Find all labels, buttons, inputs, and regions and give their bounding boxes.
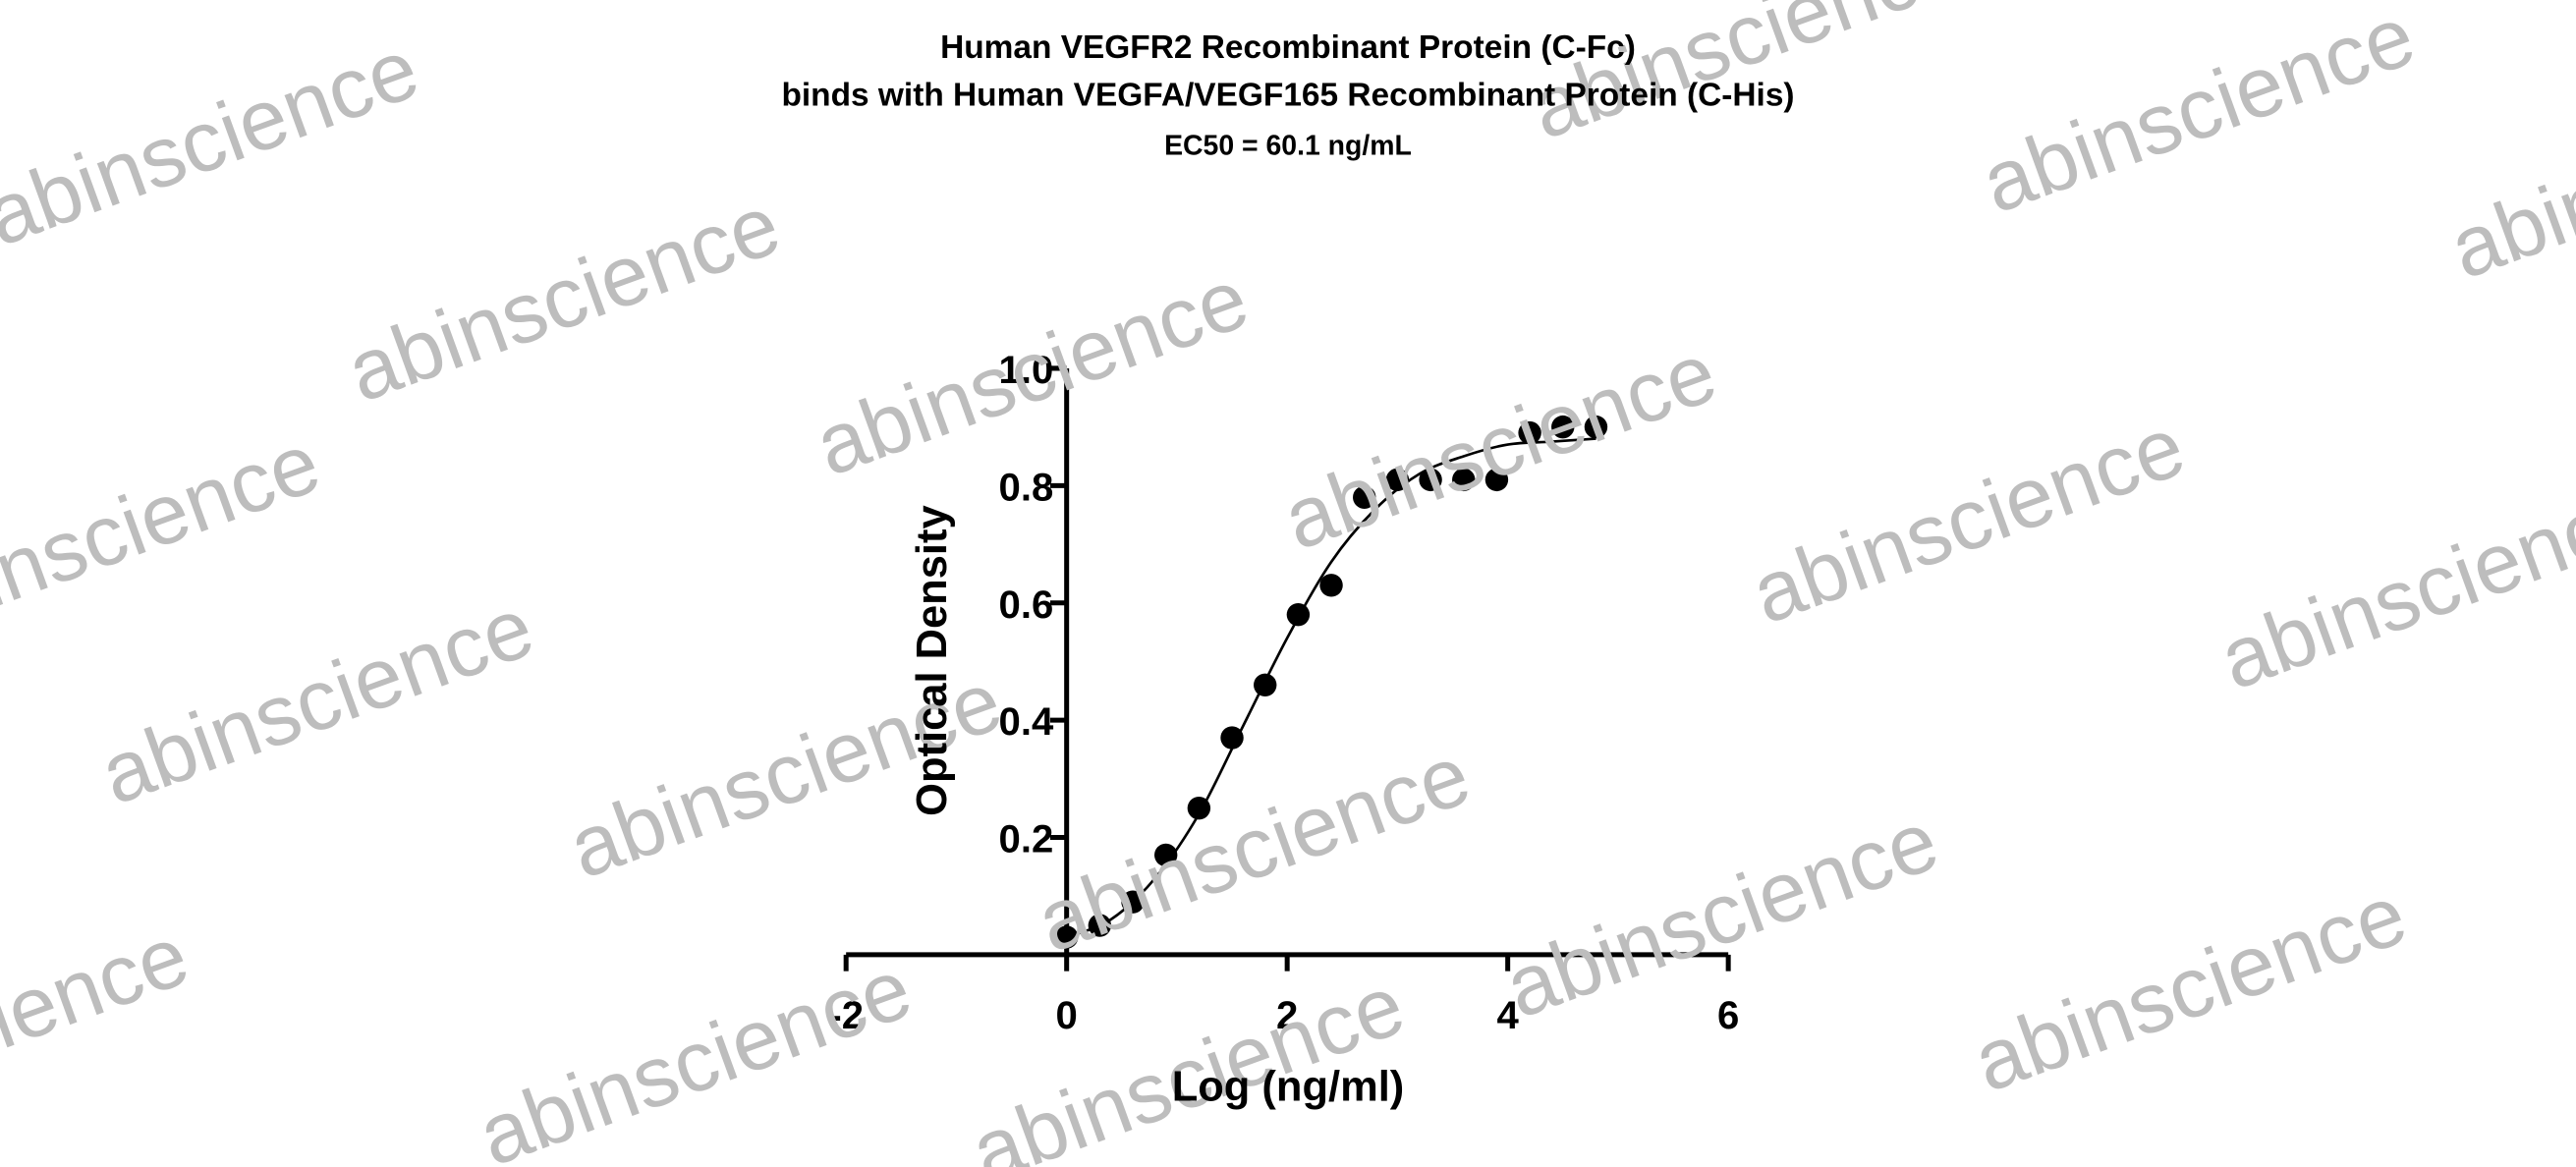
data-point [1584,415,1608,439]
x-tick-label: 2 [1276,993,1298,1037]
watermark: abinscience [804,250,1260,494]
data-point [1452,468,1476,492]
watermark: abinscience [0,21,430,264]
x-tick-label: 0 [1056,993,1078,1037]
watermark: abinscience [1970,0,2427,232]
chart-title: Human VEGFR2 Recombinant Protein (C-Fc) [940,29,1636,66]
chart-subtitle: binds with Human VEGFA/VEGF165 Recombina… [781,77,1794,113]
x-tick-label: 4 [1496,993,1519,1037]
y-tick-label: 0.4 [999,699,1054,744]
data-point [1319,574,1343,597]
data-point [1484,468,1509,492]
watermark: abinscience [467,940,924,1167]
watermark: abinscience [2209,464,2576,707]
data-point [1353,485,1376,509]
x-axis-label: Log (ng/ml) [1172,1064,1405,1111]
data-point [1187,796,1211,820]
x-tick-label: -2 [828,993,864,1037]
plot-area: -2 0 2 4 6 0.2 0.4 0.6 0.8 1.0 [828,348,1739,1037]
data-point [1286,602,1311,627]
data-point [1254,673,1277,697]
data-point [1518,420,1541,445]
fit-curve [1066,437,1596,939]
y-tick-label: 1.0 [999,348,1054,392]
watermark: abinscience [1962,866,2419,1110]
y-tick-label: 0.2 [999,817,1054,861]
y-tick-label: 0.8 [999,465,1054,509]
data-point [1385,468,1410,492]
watermark: abinscience [1740,398,2197,641]
x-tick-label: 6 [1717,993,1739,1037]
watermark: abinscience [0,908,200,1151]
data-point [1054,925,1079,949]
data-point [1121,890,1145,914]
y-axis-label: Optical Density [909,505,956,815]
watermark: abinscience [1026,727,1483,971]
data-point [1419,468,1442,492]
y-tick-label: 0.6 [999,583,1054,627]
annotation: EC50 = 60.1 ng/mL [1164,131,1412,162]
watermark: abinscience [1271,324,1728,568]
data-point [1153,843,1178,867]
data-point [1551,415,1575,439]
watermark: abinscience [2438,53,2576,297]
watermark: abinscience [88,579,545,822]
watermark: abinscience [0,415,332,658]
data-point [1220,726,1244,750]
watermark: abinscience [960,957,1417,1167]
watermark: abinscience [335,177,792,420]
data-point [1088,914,1112,937]
